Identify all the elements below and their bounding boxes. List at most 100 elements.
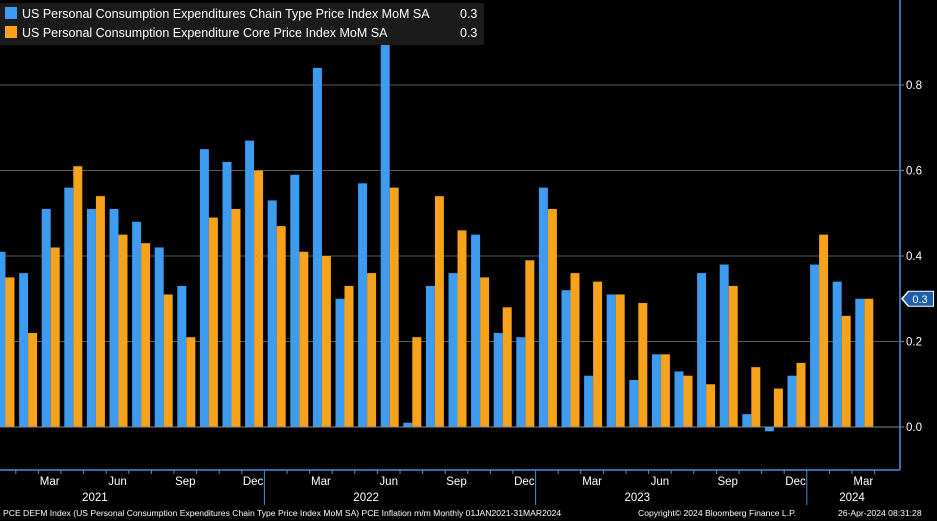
bar-core-27 bbox=[615, 294, 625, 427]
bar-core-25 bbox=[570, 273, 580, 427]
bar-core-3 bbox=[73, 166, 83, 427]
bar-core-23 bbox=[525, 260, 535, 427]
bar-core-35 bbox=[796, 362, 806, 427]
bar-headline-1 bbox=[19, 273, 29, 427]
bar-core-30 bbox=[683, 375, 693, 427]
bar-core-37 bbox=[841, 315, 851, 427]
footer-timestamp: 26-Apr-2024 08:31:28 bbox=[838, 508, 922, 518]
bar-headline-36 bbox=[810, 264, 820, 427]
y-tick-label: 0.6 bbox=[906, 166, 922, 178]
bar-core-34 bbox=[773, 388, 783, 427]
bar-core-9 bbox=[208, 217, 218, 427]
bar-core-11 bbox=[254, 170, 264, 427]
bar-core-4 bbox=[95, 196, 105, 427]
bar-headline-29 bbox=[651, 354, 661, 427]
bar-core-38 bbox=[864, 298, 874, 427]
bar-core-2 bbox=[50, 247, 60, 427]
bar-core-8 bbox=[186, 337, 196, 427]
bar-headline-14 bbox=[312, 67, 322, 428]
bar-headline-8 bbox=[177, 285, 187, 427]
bar-headline-6 bbox=[132, 221, 142, 427]
last-value-flag bbox=[903, 291, 933, 306]
legend-item-core-pce: US Personal Consumption Expenditure Core… bbox=[5, 24, 477, 42]
bar-core-18 bbox=[412, 337, 422, 427]
bar-headline-2 bbox=[41, 208, 51, 427]
bar-core-21 bbox=[480, 277, 490, 427]
x-tick-label: Sep bbox=[446, 476, 466, 488]
x-tick-label: Mar bbox=[311, 476, 331, 488]
bar-headline-37 bbox=[832, 281, 842, 427]
bar-headline-5 bbox=[109, 208, 119, 427]
bar-core-36 bbox=[819, 234, 829, 427]
bar-core-29 bbox=[660, 354, 670, 427]
bar-core-12 bbox=[276, 226, 286, 427]
x-tick-label: Sep bbox=[175, 476, 195, 488]
bar-headline-17 bbox=[380, 42, 390, 427]
x-tick-label: Mar bbox=[40, 476, 60, 488]
bar-core-26 bbox=[593, 281, 603, 427]
x-tick-label: Sep bbox=[717, 476, 737, 488]
x-tick-label: Mar bbox=[582, 476, 602, 488]
bar-core-6 bbox=[141, 243, 151, 427]
bar-headline-23 bbox=[516, 337, 526, 427]
legend-label-headline: US Personal Consumption Expenditures Cha… bbox=[22, 7, 430, 21]
y-tick-label: 0.4 bbox=[906, 251, 923, 263]
bar-core-7 bbox=[163, 294, 173, 427]
bar-headline-26 bbox=[584, 375, 594, 427]
bar-core-15 bbox=[344, 285, 354, 427]
bar-core-28 bbox=[638, 303, 648, 427]
bar-headline-33 bbox=[742, 414, 752, 427]
bar-headline-30 bbox=[674, 371, 684, 427]
legend-swatch-core bbox=[5, 26, 17, 38]
x-year-label: 2022 bbox=[353, 492, 379, 504]
bar-core-0 bbox=[5, 277, 15, 427]
bar-headline-32 bbox=[719, 264, 729, 427]
bar-headline-18 bbox=[403, 422, 413, 427]
legend-value-core: 0.3 bbox=[460, 26, 478, 40]
y-tick-label: 0.0 bbox=[906, 422, 922, 434]
x-tick-label: Dec bbox=[243, 476, 264, 488]
bar-headline-3 bbox=[64, 187, 74, 427]
bar-headline-7 bbox=[154, 247, 164, 427]
x-tick-label: Jun bbox=[379, 476, 398, 488]
x-tick-label: Dec bbox=[785, 476, 806, 488]
bar-headline-21 bbox=[471, 234, 481, 427]
bar-headline-16 bbox=[358, 183, 368, 427]
x-tick-label: Dec bbox=[514, 476, 535, 488]
bar-headline-19 bbox=[425, 285, 435, 427]
footer-description: PCE DEFM Index (US Personal Consumption … bbox=[3, 508, 562, 518]
bar-headline-13 bbox=[290, 174, 300, 427]
x-year-label: 2023 bbox=[625, 492, 651, 504]
bar-core-20 bbox=[457, 230, 467, 427]
legend-label-core: US Personal Consumption Expenditure Core… bbox=[22, 26, 388, 40]
x-year-label: 2021 bbox=[82, 492, 108, 504]
bar-core-14 bbox=[321, 256, 331, 427]
bar-headline-20 bbox=[448, 273, 458, 427]
bar-core-13 bbox=[299, 251, 309, 427]
bar-core-32 bbox=[728, 285, 738, 427]
x-year-label: 2024 bbox=[839, 492, 865, 504]
bar-core-19 bbox=[434, 196, 444, 427]
bar-core-17 bbox=[389, 187, 399, 427]
bar-headline-15 bbox=[335, 298, 345, 427]
bar-core-1 bbox=[28, 332, 38, 427]
legend-swatch-headline bbox=[5, 7, 17, 19]
x-tick-label: Jun bbox=[108, 476, 127, 488]
bar-headline-9 bbox=[199, 149, 209, 427]
bar-core-24 bbox=[547, 208, 557, 427]
bar-headline-35 bbox=[787, 375, 797, 427]
legend-value-headline: 0.3 bbox=[460, 7, 478, 21]
y-tick-label: 0.8 bbox=[906, 80, 922, 92]
bar-headline-28 bbox=[629, 379, 639, 427]
legend-item-headline-pce: US Personal Consumption Expenditures Cha… bbox=[5, 5, 477, 23]
bar-headline-12 bbox=[267, 200, 277, 427]
bar-core-31 bbox=[706, 384, 716, 427]
bar-headline-38 bbox=[855, 298, 865, 427]
legend: US Personal Consumption Expenditures Cha… bbox=[0, 3, 484, 45]
bar-core-22 bbox=[502, 307, 512, 427]
bar-headline-31 bbox=[697, 273, 707, 427]
footer: PCE DEFM Index (US Personal Consumption … bbox=[0, 505, 937, 521]
bar-core-33 bbox=[751, 367, 761, 427]
bar-core-16 bbox=[367, 273, 377, 427]
